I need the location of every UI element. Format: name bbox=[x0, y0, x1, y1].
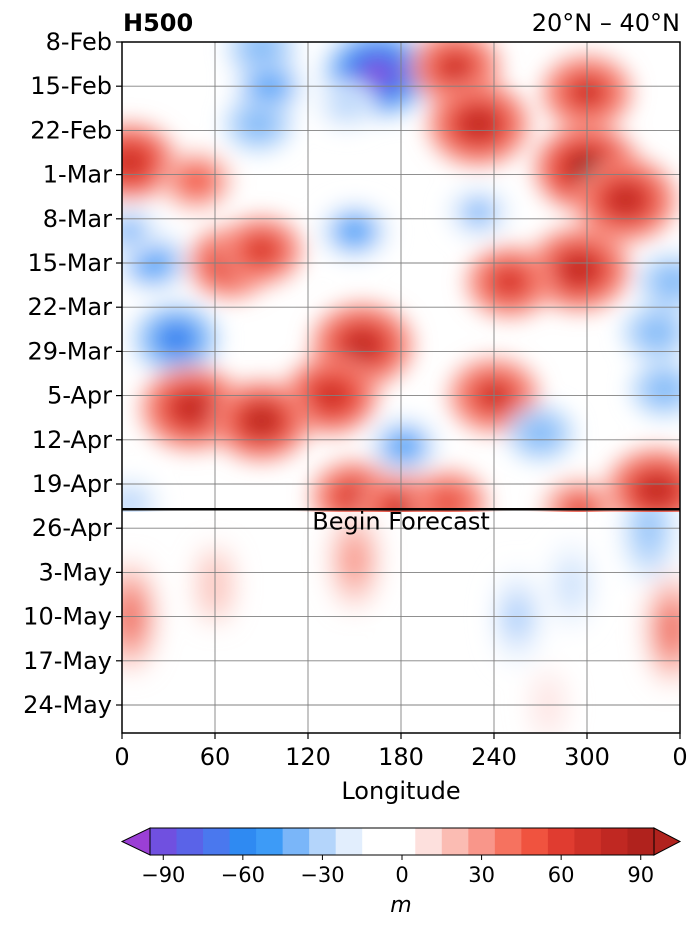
y-tick-label: 5-Apr bbox=[47, 382, 112, 410]
field-feature bbox=[181, 399, 203, 417]
y-axis: 8-Feb 15-Feb 22-Feb 1-Mar 8-Mar 15-Mar 22-Mar 2… bbox=[23, 28, 122, 719]
field-feature bbox=[244, 42, 279, 63]
field-feature bbox=[392, 436, 416, 456]
field-feature bbox=[638, 512, 660, 553]
y-tick-label: 15-Mar bbox=[28, 249, 113, 277]
x-tick-label: 120 bbox=[285, 743, 331, 771]
field-feature bbox=[523, 419, 558, 448]
colorbar-segment bbox=[176, 828, 204, 855]
x-tick-label: 240 bbox=[471, 743, 517, 771]
field-feature bbox=[122, 490, 145, 512]
field-feature bbox=[533, 671, 564, 733]
colorbar-tick-label: 90 bbox=[627, 863, 654, 887]
contour-field bbox=[122, 42, 680, 733]
colorbar-segment bbox=[468, 828, 496, 855]
y-tick-label: 8-Feb bbox=[46, 28, 112, 56]
colorbar-segment bbox=[388, 828, 416, 855]
field-feature bbox=[568, 260, 590, 278]
colorbar-segment bbox=[203, 828, 230, 855]
field-feature bbox=[342, 221, 367, 242]
colorbar-segment bbox=[282, 828, 310, 855]
y-tick-label: 19-Apr bbox=[32, 470, 112, 498]
field-feature bbox=[647, 375, 680, 404]
x-tick-label: 180 bbox=[378, 743, 424, 771]
x-tick-label: 0 bbox=[672, 743, 687, 771]
x-tick-label: 0 bbox=[114, 743, 129, 771]
colorbar-tick-label: −90 bbox=[141, 863, 185, 887]
colorbar-segment bbox=[627, 828, 655, 855]
field-feature bbox=[393, 645, 425, 715]
y-tick-label: 1-Mar bbox=[43, 161, 112, 189]
colorbar-segment bbox=[229, 828, 257, 855]
chart-title-left: H500 bbox=[123, 9, 193, 37]
y-tick-label: 3-May bbox=[38, 558, 112, 586]
forecast-label: Begin Forecast bbox=[312, 507, 490, 535]
field-feature bbox=[247, 238, 276, 262]
y-tick-label: 22-Feb bbox=[30, 116, 112, 144]
y-tick-label: 22-Mar bbox=[28, 293, 113, 321]
colorbar-segment bbox=[256, 828, 284, 855]
colorbar-tick-label: 0 bbox=[395, 863, 408, 887]
colorbar-segment bbox=[309, 828, 337, 855]
field-feature bbox=[462, 199, 495, 226]
y-tick-label: 17-May bbox=[23, 647, 112, 675]
colorbar-segment bbox=[150, 828, 177, 855]
y-tick-label: 24-May bbox=[23, 691, 112, 719]
colorbar-segment bbox=[335, 828, 363, 855]
field-feature bbox=[331, 92, 362, 118]
colorbar-segment bbox=[415, 828, 443, 855]
field-feature bbox=[615, 191, 637, 209]
field-feature bbox=[366, 64, 389, 83]
x-axis-label: Longitude bbox=[341, 777, 460, 805]
field-feature bbox=[468, 115, 489, 133]
colorbar-extend-high bbox=[653, 827, 682, 856]
colorbar-segment bbox=[547, 828, 575, 855]
field-feature bbox=[122, 218, 146, 245]
field-feature bbox=[184, 171, 209, 191]
field-feature bbox=[122, 152, 142, 172]
field-feature bbox=[664, 611, 680, 647]
field-feature bbox=[249, 410, 274, 432]
colorbar: −90 −60 −30 0 30 60 90 bbox=[120, 827, 682, 887]
chart-title-right: 20°N – 40°N bbox=[532, 9, 680, 37]
field-feature bbox=[655, 268, 680, 296]
colorbar-label: m bbox=[390, 893, 411, 918]
colorbar-segment bbox=[441, 828, 469, 855]
y-tick-label: 8-Mar bbox=[43, 205, 112, 233]
field-feature bbox=[639, 318, 674, 347]
field-feature bbox=[498, 272, 521, 291]
field-feature bbox=[344, 536, 365, 583]
x-tick-label: 300 bbox=[564, 743, 610, 771]
colorbar-extend-low bbox=[120, 827, 151, 856]
y-tick-label: 26-Apr bbox=[32, 514, 112, 542]
x-axis: 0 60 120 180 240 300 0 bbox=[114, 733, 688, 771]
colorbar-tick-label: −30 bbox=[300, 863, 344, 887]
field-feature bbox=[434, 492, 461, 512]
colorbar-segment bbox=[574, 828, 602, 855]
y-tick-label: 10-May bbox=[23, 603, 112, 631]
colorbar-segment bbox=[600, 828, 628, 855]
field-feature bbox=[646, 481, 668, 499]
field-feature bbox=[165, 329, 188, 348]
field-feature bbox=[562, 564, 581, 606]
y-tick-label: 29-Mar bbox=[28, 337, 113, 365]
colorbar-tick-label: −60 bbox=[221, 863, 265, 887]
colorbar-segment bbox=[362, 828, 390, 855]
colorbar-tick-label: 60 bbox=[548, 863, 575, 887]
y-tick-label: 12-Apr bbox=[32, 426, 112, 454]
field-feature bbox=[443, 57, 467, 77]
x-tick-label: 60 bbox=[200, 743, 231, 771]
field-feature bbox=[351, 336, 373, 354]
y-tick-label: 15-Feb bbox=[30, 72, 112, 100]
colorbar-tick-label: 30 bbox=[468, 863, 495, 887]
colorbar-segment bbox=[521, 828, 549, 855]
colorbar-segment bbox=[494, 828, 522, 855]
field-feature bbox=[241, 110, 276, 139]
